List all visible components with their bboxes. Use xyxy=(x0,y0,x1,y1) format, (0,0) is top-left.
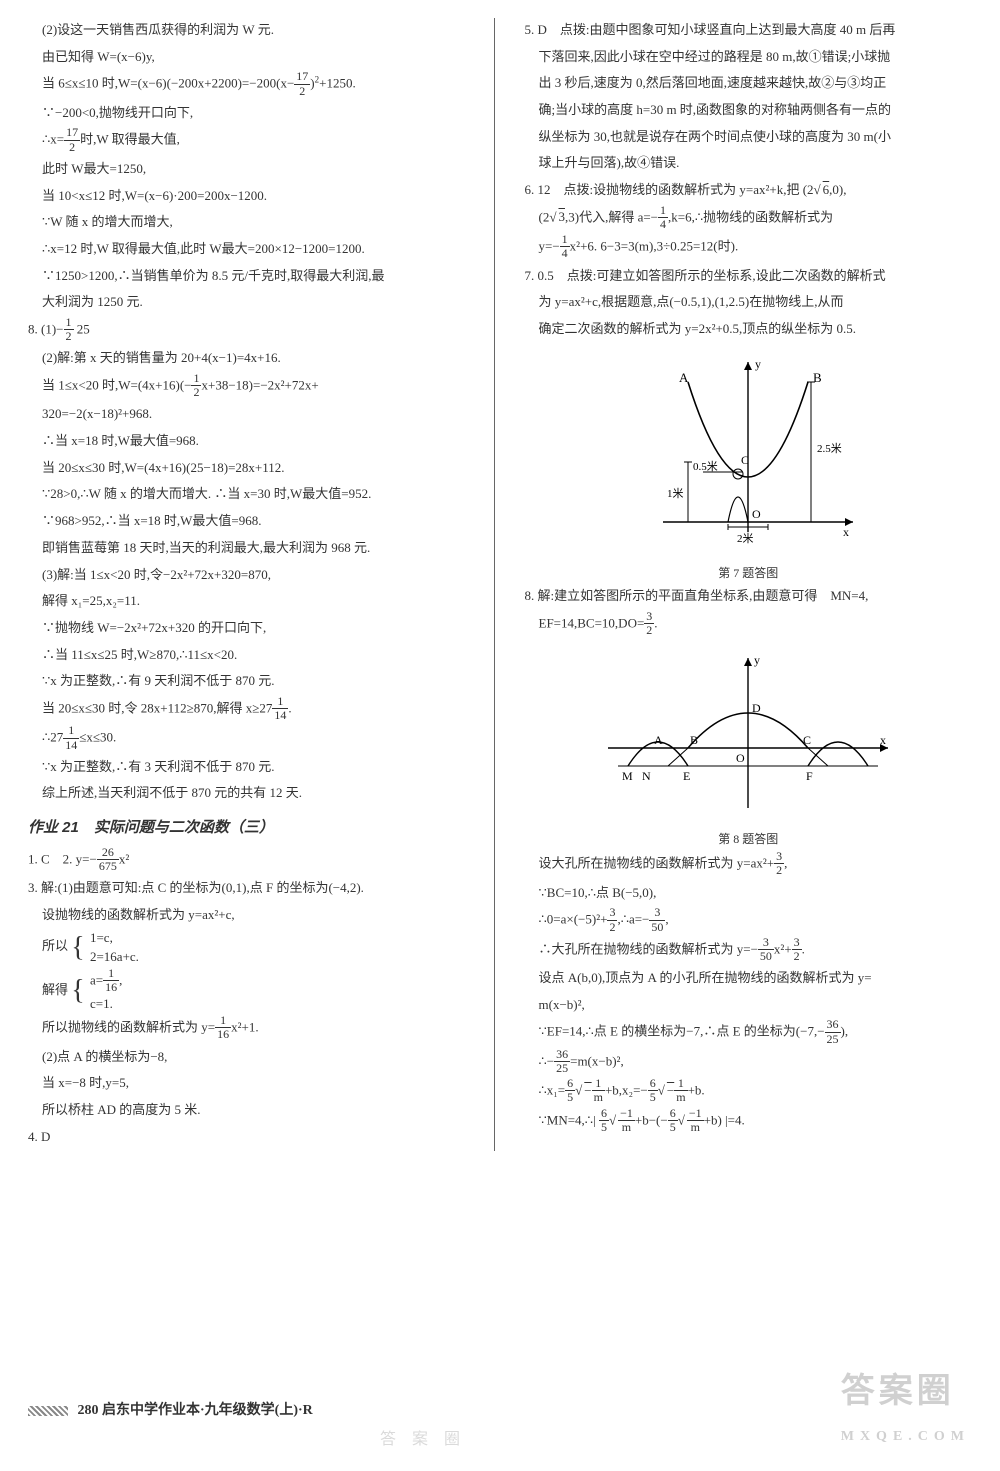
text-line: 大利润为 1250 元. xyxy=(28,290,476,315)
svg-text:0.5米: 0.5米 xyxy=(693,460,718,473)
text-line: 1. C 2. y=−26675x² xyxy=(28,847,476,874)
text-line: 所以 { 1=c,2=16a+c. xyxy=(28,929,476,965)
text-line: ∴27114≤x≤30. xyxy=(28,725,476,752)
text-line: 6. 12 点拨:设抛物线的函数解析式为 y=ax²+k,把 (2√6,0), xyxy=(525,178,973,203)
text-line: 所以桥柱 AD 的高度为 5 米. xyxy=(28,1098,476,1123)
text-line: ∴x=12 时,W 取得最大值,此时 W最大=200×12−1200=1200. xyxy=(28,237,476,262)
text-line: 当 20≤x≤30 时,令 28x+112≥870,解得 x≥27114. xyxy=(28,696,476,723)
svg-text:M: M xyxy=(622,769,633,783)
footer-text: 280 启东中学作业本·九年级数学(上)·R xyxy=(78,1403,313,1418)
figure-8: A B C D E F M N O x y xyxy=(525,648,973,818)
stamp-watermark: 答 案 圈 xyxy=(380,1425,466,1455)
text-line: 8. 解:建立如答图所示的平面直角坐标系,由题意可得 MN=4, xyxy=(525,584,973,609)
text-line: ∵W 随 x 的增大而增大, xyxy=(28,210,476,235)
text-line: ∴大孔所在抛物线的函数解析式为 y=−350x²+32. xyxy=(525,937,973,964)
footer-pattern-icon xyxy=(28,1406,68,1416)
text-line: ∵x 为正整数,∴有 3 天利润不低于 870 元. xyxy=(28,755,476,780)
text-line: ∵EF=14,∴点 E 的横坐标为−7,∴点 E 的坐标为(−7,−3625), xyxy=(525,1019,973,1046)
svg-text:2米: 2米 xyxy=(737,532,754,545)
svg-text:F: F xyxy=(806,769,813,783)
text-line: 球上升与回落),故④错误. xyxy=(525,151,973,176)
text-line: 7. 0.5 点拨:可建立如答图所示的坐标系,设此二次函数的解析式 xyxy=(525,264,973,289)
left-column: (2)设这一天销售西瓜获得的利润为 W 元. 由已知得 W=(x−6)y, 当 … xyxy=(28,18,495,1151)
text-line: ∵抛物线 W=−2x²+72x+320 的开口向下, xyxy=(28,616,476,641)
text-line: ∴x=172时,W 取得最大值, xyxy=(28,127,476,154)
section-header: 作业 21 实际问题与二次函数（三） xyxy=(28,814,476,843)
page-footer: 280 启东中学作业本·九年级数学(上)·R xyxy=(28,1398,313,1425)
watermark: 答案圈 MXQE.COM xyxy=(841,1360,970,1451)
text-line: ∵x 为正整数,∴有 9 天利润不低于 870 元. xyxy=(28,669,476,694)
svg-text:A: A xyxy=(654,733,663,747)
text-line: y=−14x²+6. 6−3=3(m),3÷0.25=12(时). xyxy=(525,234,973,261)
text-line: 解得 x₁=25,x₂=11. xyxy=(28,589,476,614)
text-line: (3)解:当 1≤x<20 时,令−2x²+72x+320=870, xyxy=(28,563,476,588)
text-line: 3. 解:(1)由题意可知:点 C 的坐标为(0,1),点 F 的坐标为(−4,… xyxy=(28,876,476,901)
text-line: 即销售蓝莓第 18 天时,当天的利润最大,最大利润为 968 元. xyxy=(28,536,476,561)
text-line: 设点 A(b,0),顶点为 A 的小孔所在抛物线的函数解析式为 y= xyxy=(525,966,973,991)
text-line: ∵1250>1200,∴当销售单价为 8.5 元/千克时,取得最大利润,最 xyxy=(28,264,476,289)
svg-text:B: B xyxy=(690,733,698,747)
text-line: 确;当小球的高度 h=30 m 时,函数图象的对称轴两侧各有一点的 xyxy=(525,98,973,123)
svg-text:C: C xyxy=(803,733,811,747)
svg-text:O: O xyxy=(752,507,761,521)
text-line: 纵坐标为 30,也就是说存在两个时间点使小球的高度为 30 m(小 xyxy=(525,125,973,150)
text-line: 下落回来,因此小球在空中经过的路程是 80 m,故①错误;小球抛 xyxy=(525,45,973,70)
text-line: 设抛物线的函数解析式为 y=ax²+c, xyxy=(28,903,476,928)
text-line: 设大孔所在抛物线的函数解析式为 y=ax²+32, xyxy=(525,851,973,878)
text-line: 解得 { a=116, c=1. xyxy=(28,968,476,1014)
svg-text:x: x xyxy=(843,525,849,539)
text-line: ∴当 x=18 时,W最大值=968. xyxy=(28,429,476,454)
figure-7: A B C O x y 0.5米 1米 2.5米 2米 xyxy=(525,352,973,552)
text-line: (2)点 A 的横坐标为−8, xyxy=(28,1045,476,1070)
text-line: ∵MN=4,∴| 65√−1m+b−(−65√−1m+b) |=4. xyxy=(525,1108,973,1135)
text-line: 当 20≤x≤30 时,W=(4x+16)(25−18)=28x+112. xyxy=(28,456,476,481)
text-line: (2√3,3)代入,解得 a=−14,k=6,∴抛物线的函数解析式为 xyxy=(525,205,973,232)
text-line: 出 3 秒后,速度为 0,然后落回地面,速度越来越快,故②与③均正 xyxy=(525,71,973,96)
text-line: 确定二次函数的解析式为 y=2x²+0.5,顶点的纵坐标为 0.5. xyxy=(525,317,973,342)
text-line: 320=−2(x−18)²+968. xyxy=(28,402,476,427)
text-line: ∵28>0,∴W 随 x 的增大而增大. ∴当 x=30 时,W最大值=952. xyxy=(28,482,476,507)
svg-text:1米: 1米 xyxy=(667,487,684,500)
text-line: 当 1≤x<20 时,W=(4x+16)(−12x+38−18)=−2x²+72… xyxy=(28,373,476,400)
svg-text:N: N xyxy=(642,769,651,783)
text-line: 当 x=−8 时,y=5, xyxy=(28,1071,476,1096)
text-line: 4. D xyxy=(28,1125,476,1150)
svg-text:y: y xyxy=(755,357,761,371)
svg-text:B: B xyxy=(813,370,822,385)
svg-text:y: y xyxy=(754,653,760,667)
svg-text:O: O xyxy=(736,751,745,765)
text-line: (2)解:第 x 天的销售量为 20+4(x−1)=4x+16. xyxy=(28,346,476,371)
right-column: 5. D 点拨:由题中图象可知小球竖直向上达到最大高度 40 m 后再 下落回来… xyxy=(519,18,973,1151)
svg-text:C: C xyxy=(741,453,749,467)
svg-text:A: A xyxy=(679,370,689,385)
text-line: 8. (1)−12 25 xyxy=(28,317,476,344)
text-line: 为 y=ax²+c,根据题意,点(−0.5,1),(1,2.5)在抛物线上,从而 xyxy=(525,290,973,315)
text-line: 当 10<x≤12 时,W=(x−6)·200=200x−1200. xyxy=(28,184,476,209)
text-line: ∴x₁=65√−1m+b,x₂=−65√−1m+b. xyxy=(525,1078,973,1105)
svg-text:2.5米: 2.5米 xyxy=(817,442,842,455)
text-line: EF=14,BC=10,DO=32. xyxy=(525,611,973,638)
svg-text:x: x xyxy=(880,733,886,747)
text-line: (2)设这一天销售西瓜获得的利润为 W 元. xyxy=(28,18,476,43)
text-line: ∴−3625=m(x−b)², xyxy=(525,1049,973,1076)
text-line: ∵BC=10,∴点 B(−5,0), xyxy=(525,881,973,906)
svg-text:D: D xyxy=(752,701,761,715)
text-line: 所以抛物线的函数解析式为 y=116x²+1. xyxy=(28,1015,476,1042)
text-line: 5. D 点拨:由题中图象可知小球竖直向上达到最大高度 40 m 后再 xyxy=(525,18,973,43)
text-line: 综上所述,当天利润不低于 870 元的共有 12 天. xyxy=(28,781,476,806)
text-line: m(x−b)², xyxy=(525,993,973,1018)
text-line: 当 6≤x≤10 时,W=(x−6)(−200x+2200)=−200(x−17… xyxy=(28,71,476,98)
text-line: ∵968>952,∴当 x=18 时,W最大值=968. xyxy=(28,509,476,534)
svg-text:E: E xyxy=(683,769,690,783)
text-line: ∴当 11≤x≤25 时,W≥870,∴11≤x<20. xyxy=(28,643,476,668)
text-line: 此时 W最大=1250, xyxy=(28,157,476,182)
text-line: 由已知得 W=(x−6)y, xyxy=(28,45,476,70)
text-line: ∴0=a×(−5)²+32,∴a=−350, xyxy=(525,907,973,934)
figure-caption: 第 7 题答图 xyxy=(525,562,973,585)
text-line: ∵−200<0,抛物线开口向下, xyxy=(28,101,476,126)
figure-caption: 第 8 题答图 xyxy=(525,828,973,851)
